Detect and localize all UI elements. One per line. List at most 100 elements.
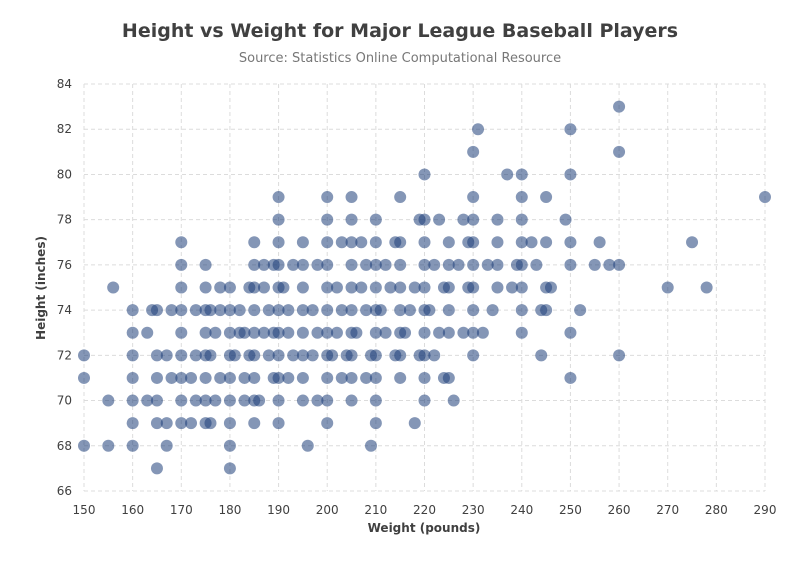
- data-point: [408, 281, 421, 294]
- data-point: [126, 304, 139, 317]
- data-point: [321, 236, 334, 249]
- data-point: [214, 304, 227, 317]
- data-point: [442, 236, 455, 249]
- data-point: [593, 236, 606, 249]
- y-tick-label: 84: [57, 77, 72, 91]
- data-point: [272, 304, 285, 317]
- data-point: [588, 258, 601, 271]
- data-point: [433, 213, 446, 226]
- data-point: [296, 281, 309, 294]
- data-point: [515, 213, 528, 226]
- data-point: [452, 258, 465, 271]
- data-point: [228, 349, 241, 362]
- data-point: [399, 326, 412, 339]
- data-point: [296, 236, 309, 249]
- data-point: [442, 371, 455, 384]
- data-point: [564, 236, 577, 249]
- data-point: [467, 304, 480, 317]
- data-point: [209, 394, 222, 407]
- x-tick-label: 180: [218, 503, 241, 517]
- data-point: [467, 236, 480, 249]
- data-point: [321, 281, 334, 294]
- data-point: [272, 326, 285, 339]
- data-point: [418, 213, 431, 226]
- x-tick-label: 190: [267, 503, 290, 517]
- data-point: [199, 371, 212, 384]
- data-point: [403, 304, 416, 317]
- data-point: [209, 326, 222, 339]
- data-point: [428, 258, 441, 271]
- data-point: [248, 281, 261, 294]
- data-point: [126, 326, 139, 339]
- data-point: [199, 326, 212, 339]
- data-point: [369, 281, 382, 294]
- data-point: [559, 213, 572, 226]
- data-point: [540, 304, 553, 317]
- data-point: [150, 371, 163, 384]
- data-point: [418, 236, 431, 249]
- data-point: [384, 281, 397, 294]
- data-point: [165, 304, 178, 317]
- data-point: [175, 417, 188, 430]
- data-point: [311, 326, 324, 339]
- data-point: [369, 349, 382, 362]
- data-point: [408, 417, 421, 430]
- data-point: [759, 191, 771, 204]
- data-point: [330, 326, 343, 339]
- data-point: [564, 326, 577, 339]
- data-point: [467, 349, 480, 362]
- data-point: [613, 258, 626, 271]
- data-point: [491, 281, 504, 294]
- data-point: [345, 349, 358, 362]
- data-point: [253, 394, 266, 407]
- data-point: [248, 258, 261, 271]
- data-point: [321, 304, 334, 317]
- data-point: [613, 145, 626, 158]
- data-point: [296, 371, 309, 384]
- data-point: [175, 394, 188, 407]
- data-point: [223, 439, 236, 452]
- x-tick-label: 260: [608, 503, 631, 517]
- data-point: [369, 258, 382, 271]
- data-point: [515, 236, 528, 249]
- data-point: [418, 281, 431, 294]
- data-point: [189, 394, 202, 407]
- data-point: [102, 439, 115, 452]
- data-point: [126, 439, 139, 452]
- data-point: [321, 394, 334, 407]
- data-point: [457, 213, 470, 226]
- data-point: [686, 236, 699, 249]
- data-point: [486, 304, 499, 317]
- y-tick-label: 82: [57, 122, 72, 136]
- data-point: [525, 236, 538, 249]
- data-point: [296, 258, 309, 271]
- data-point: [467, 191, 480, 204]
- x-tick-label: 290: [754, 503, 777, 517]
- data-point: [321, 213, 334, 226]
- data-point: [262, 349, 275, 362]
- data-point: [467, 326, 480, 339]
- data-point: [204, 417, 217, 430]
- data-point: [574, 304, 587, 317]
- y-tick-label: 66: [57, 484, 72, 498]
- data-point: [394, 191, 407, 204]
- data-point: [238, 371, 251, 384]
- data-point: [141, 394, 154, 407]
- y-tick-label: 72: [57, 348, 72, 362]
- x-tick-label: 160: [121, 503, 144, 517]
- x-tick-label: 270: [656, 503, 679, 517]
- data-point: [282, 326, 295, 339]
- data-point: [306, 349, 319, 362]
- data-point: [394, 281, 407, 294]
- data-point: [540, 191, 553, 204]
- data-point: [321, 326, 334, 339]
- y-tick-label: 80: [57, 167, 72, 181]
- data-point: [204, 304, 217, 317]
- data-point: [355, 236, 368, 249]
- tick-labels: 150 160 170 180 190 200 210 220 230 240 250 260 270 2…: [57, 77, 777, 517]
- data-point: [199, 281, 212, 294]
- data-point: [345, 304, 358, 317]
- data-point: [369, 417, 382, 430]
- y-tick-label: 70: [57, 394, 72, 408]
- data-point: [287, 349, 300, 362]
